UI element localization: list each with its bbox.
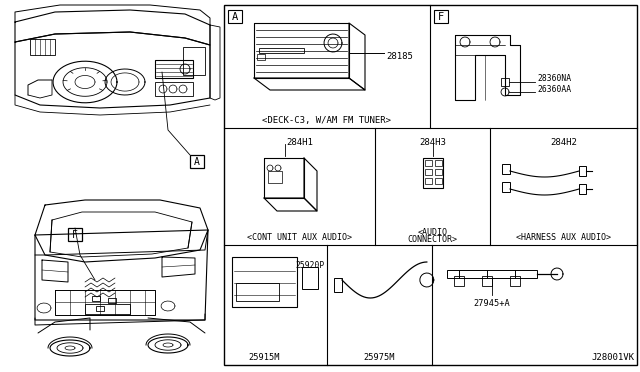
- Text: <HARNESS AUX AUDIO>: <HARNESS AUX AUDIO>: [516, 232, 611, 241]
- Text: 25975M: 25975M: [364, 353, 396, 362]
- Bar: [424, 178, 431, 184]
- Text: 284H2: 284H2: [550, 138, 577, 147]
- Text: CONNECTOR>: CONNECTOR>: [408, 234, 458, 244]
- Text: J28001VK: J28001VK: [591, 353, 634, 362]
- Text: A: A: [232, 12, 238, 22]
- Bar: [447, 270, 537, 278]
- Bar: [96, 306, 104, 311]
- Bar: [190, 155, 204, 168]
- Bar: [232, 257, 297, 307]
- Bar: [155, 82, 193, 96]
- Bar: [302, 267, 318, 289]
- Text: <AUDIO: <AUDIO: [417, 228, 447, 237]
- Bar: [334, 278, 342, 292]
- Bar: [501, 78, 509, 86]
- Bar: [435, 169, 442, 175]
- Text: F: F: [438, 12, 444, 22]
- Text: 27945+A: 27945+A: [474, 298, 510, 308]
- Text: 284H1: 284H1: [286, 138, 313, 147]
- Bar: [502, 182, 510, 192]
- Text: F: F: [72, 230, 78, 240]
- Text: A: A: [194, 157, 200, 167]
- Bar: [155, 60, 193, 78]
- Text: 25920P: 25920P: [296, 260, 324, 269]
- Bar: [236, 283, 279, 301]
- Text: 28185: 28185: [386, 51, 413, 61]
- Bar: [579, 184, 586, 194]
- Bar: [424, 160, 431, 166]
- Bar: [422, 158, 442, 188]
- Bar: [92, 296, 100, 301]
- Bar: [228, 10, 242, 23]
- Text: <DECK-C3, W/AM FM TUNER>: <DECK-C3, W/AM FM TUNER>: [262, 115, 392, 125]
- Bar: [68, 228, 82, 241]
- Bar: [454, 276, 464, 286]
- Bar: [579, 166, 586, 176]
- Bar: [434, 10, 448, 23]
- Bar: [85, 304, 130, 314]
- Bar: [510, 276, 520, 286]
- Bar: [435, 178, 442, 184]
- Bar: [482, 276, 492, 286]
- Bar: [424, 169, 431, 175]
- Text: 26360AA: 26360AA: [537, 84, 571, 93]
- Text: 284H3: 284H3: [419, 138, 446, 147]
- Bar: [259, 48, 304, 53]
- Bar: [108, 298, 116, 303]
- Bar: [435, 160, 442, 166]
- Text: 28360NA: 28360NA: [537, 74, 571, 83]
- Text: 25915M: 25915M: [249, 353, 280, 362]
- Bar: [502, 164, 510, 174]
- Text: <CONT UNIT AUX AUDIO>: <CONT UNIT AUX AUDIO>: [247, 232, 352, 241]
- Bar: [268, 171, 282, 183]
- Bar: [257, 54, 265, 60]
- Bar: [224, 5, 637, 365]
- Bar: [30, 39, 55, 55]
- Bar: [183, 47, 205, 75]
